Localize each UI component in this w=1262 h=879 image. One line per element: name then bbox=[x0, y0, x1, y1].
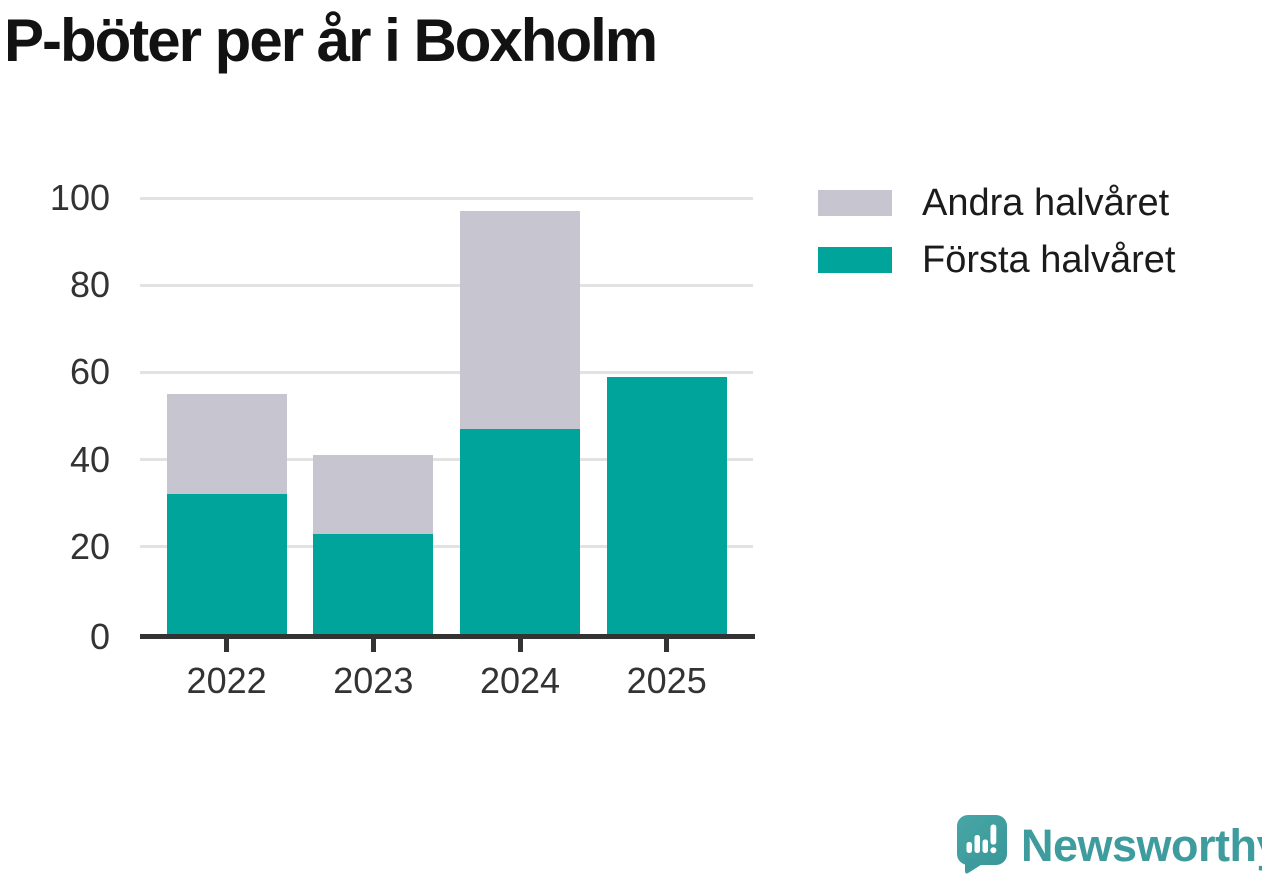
x-tick-2024 bbox=[517, 639, 523, 652]
bar-segment-f-rsta-halv-ret-2022 bbox=[166, 494, 287, 634]
y-axis-label: 60 bbox=[69, 351, 110, 393]
bar-segment-andra-halv-ret-2023 bbox=[313, 455, 434, 534]
gridline-y60 bbox=[140, 370, 753, 374]
gridline-y80 bbox=[140, 283, 753, 287]
x-tick-2023 bbox=[370, 639, 376, 652]
newsworthy-logo: Newsworthy bbox=[956, 814, 1262, 876]
y-axis-label: 40 bbox=[69, 438, 110, 480]
y-axis-label: 80 bbox=[69, 264, 110, 306]
bar-segment-f-rsta-halv-ret-2025 bbox=[606, 376, 727, 634]
newsworthy-icon bbox=[957, 815, 1007, 874]
y-axis-label: 20 bbox=[69, 525, 110, 567]
bar-segment-andra-halv-ret-2022 bbox=[166, 394, 287, 495]
x-axis-label-2022: 2022 bbox=[186, 660, 267, 701]
y-axis-label: 0 bbox=[89, 615, 110, 657]
legend-item: Första halvåret bbox=[818, 238, 1175, 282]
legend: Andra halvåret Första halvåret bbox=[818, 181, 1175, 295]
bar-segment-f-rsta-halv-ret-2023 bbox=[313, 533, 434, 634]
x-tick-2025 bbox=[664, 639, 670, 652]
y-axis-label: 100 bbox=[49, 177, 110, 218]
x-axis-label-2024: 2024 bbox=[479, 660, 561, 701]
x-tick-2022 bbox=[224, 639, 230, 652]
x-axis-label-2025: 2025 bbox=[626, 660, 707, 701]
page-title: P-böter per år i Boxholm bbox=[4, 7, 658, 74]
brand-name: Newsworthy bbox=[1021, 820, 1262, 871]
legend-item: Andra halvåret bbox=[818, 181, 1175, 225]
gridline-y100 bbox=[140, 196, 753, 200]
legend-label: Första halvåret bbox=[922, 239, 1176, 281]
x-axis-label-2023: 2023 bbox=[333, 660, 414, 701]
legend-swatch bbox=[818, 247, 892, 273]
bar-segment-f-rsta-halv-ret-2024 bbox=[460, 429, 580, 634]
x-axis-line bbox=[140, 634, 755, 639]
gridline-y40 bbox=[140, 458, 753, 462]
bar-segment-andra-halv-ret-2024 bbox=[460, 211, 580, 430]
legend-label: Andra halvåret bbox=[922, 182, 1170, 224]
gridline-y20 bbox=[140, 545, 753, 549]
legend-swatch bbox=[818, 190, 892, 216]
